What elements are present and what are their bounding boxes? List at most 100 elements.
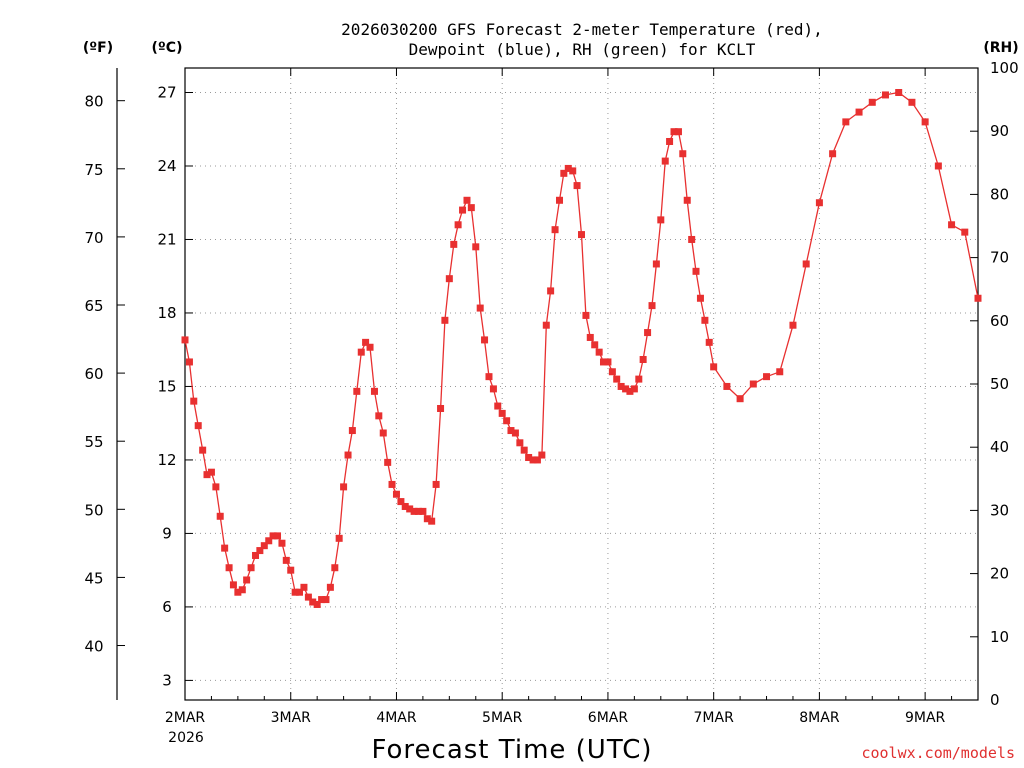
data-point bbox=[216, 512, 224, 520]
data-point bbox=[199, 446, 207, 454]
data-point bbox=[348, 427, 356, 435]
data-point bbox=[591, 341, 599, 349]
chart-title-line-2: Dewpoint (blue), RH (green) for KCLT bbox=[409, 40, 756, 59]
data-point bbox=[432, 480, 440, 488]
data-point bbox=[190, 397, 198, 405]
data-point bbox=[921, 118, 929, 126]
x-tick-label: 7MAR bbox=[694, 710, 735, 726]
data-point bbox=[573, 182, 581, 190]
fahrenheit-tick-label: 80 bbox=[84, 93, 103, 111]
data-point bbox=[326, 583, 334, 591]
data-point bbox=[666, 137, 674, 145]
data-point bbox=[476, 304, 484, 312]
fahrenheit-tick-label: 60 bbox=[84, 365, 103, 383]
celsius-tick-label: 9 bbox=[162, 524, 172, 542]
data-point bbox=[608, 368, 616, 376]
data-point bbox=[511, 429, 519, 437]
data-point bbox=[789, 321, 797, 329]
data-point bbox=[212, 483, 220, 491]
data-point bbox=[961, 228, 969, 236]
celsius-tick-label: 12 bbox=[157, 451, 176, 469]
data-point bbox=[485, 373, 493, 381]
data-point bbox=[556, 196, 564, 204]
data-point bbox=[203, 471, 211, 479]
data-point bbox=[313, 600, 321, 608]
data-point bbox=[679, 150, 687, 158]
data-point bbox=[934, 162, 942, 170]
data-point bbox=[410, 507, 418, 515]
data-point bbox=[776, 368, 784, 376]
data-point bbox=[296, 588, 304, 596]
fahrenheit-axis: 40 45 50 55 60 65 70 75 80 bbox=[84, 93, 125, 656]
data-point bbox=[370, 387, 378, 395]
fahrenheit-tick-label: 55 bbox=[84, 433, 103, 451]
celsius-unit-label: (ºC) bbox=[152, 40, 183, 56]
data-point bbox=[300, 583, 308, 591]
data-point bbox=[357, 348, 365, 356]
data-point bbox=[908, 98, 916, 106]
x-tick-label: 9MAR bbox=[905, 710, 946, 726]
data-point bbox=[617, 382, 625, 390]
data-point bbox=[692, 267, 700, 275]
x-tick-label: 2MAR bbox=[165, 710, 206, 726]
x-tick-label: 4MAR bbox=[376, 710, 417, 726]
x-axis-year-label: 2026 bbox=[168, 730, 204, 746]
data-point bbox=[635, 375, 643, 383]
data-point bbox=[207, 468, 215, 476]
data-point bbox=[335, 534, 343, 542]
data-point bbox=[278, 539, 286, 547]
data-point bbox=[842, 118, 850, 126]
data-point bbox=[229, 581, 237, 589]
data-point bbox=[388, 480, 396, 488]
data-point bbox=[256, 547, 264, 555]
data-point bbox=[269, 532, 277, 540]
celsius-tick-label: 24 bbox=[157, 157, 176, 175]
data-point bbox=[547, 287, 555, 295]
data-point bbox=[304, 593, 312, 601]
data-point bbox=[533, 456, 541, 464]
celsius-tick-label: 18 bbox=[157, 304, 176, 322]
data-point bbox=[287, 566, 295, 574]
data-point bbox=[604, 358, 612, 366]
data-point bbox=[322, 596, 330, 604]
data-point bbox=[282, 556, 290, 564]
data-point bbox=[688, 235, 696, 243]
data-point bbox=[467, 204, 475, 212]
data-point bbox=[538, 451, 546, 459]
data-point bbox=[406, 505, 414, 513]
data-point bbox=[419, 507, 427, 515]
data-point bbox=[674, 128, 682, 136]
data-point bbox=[582, 311, 590, 319]
data-point bbox=[670, 128, 678, 136]
data-point bbox=[353, 387, 361, 395]
data-point bbox=[401, 502, 409, 510]
data-point bbox=[622, 385, 630, 393]
data-point bbox=[362, 338, 370, 346]
data-point bbox=[274, 532, 282, 540]
data-point bbox=[868, 98, 876, 106]
celsius-axis: 3 6 9 12 15 18 21 24 27 bbox=[157, 83, 193, 689]
data-point bbox=[829, 150, 837, 158]
data-point bbox=[507, 427, 515, 435]
data-point bbox=[503, 417, 511, 425]
data-point bbox=[414, 507, 422, 515]
data-point bbox=[895, 88, 903, 96]
data-point bbox=[265, 537, 273, 545]
data-point bbox=[181, 336, 189, 344]
data-point bbox=[423, 515, 431, 523]
data-point bbox=[974, 294, 982, 302]
data-point bbox=[701, 316, 709, 324]
data-point bbox=[463, 196, 471, 204]
data-point bbox=[392, 490, 400, 498]
celsius-tick-label: 6 bbox=[162, 598, 172, 616]
data-point bbox=[763, 373, 771, 381]
data-point bbox=[225, 564, 233, 572]
data-point bbox=[384, 458, 392, 466]
data-point bbox=[247, 564, 255, 572]
x-tick-label: 6MAR bbox=[588, 710, 629, 726]
data-point bbox=[437, 404, 445, 412]
data-point bbox=[472, 243, 480, 251]
data-point bbox=[626, 387, 634, 395]
fahrenheit-tick-label: 40 bbox=[84, 638, 103, 656]
data-point bbox=[498, 409, 506, 417]
